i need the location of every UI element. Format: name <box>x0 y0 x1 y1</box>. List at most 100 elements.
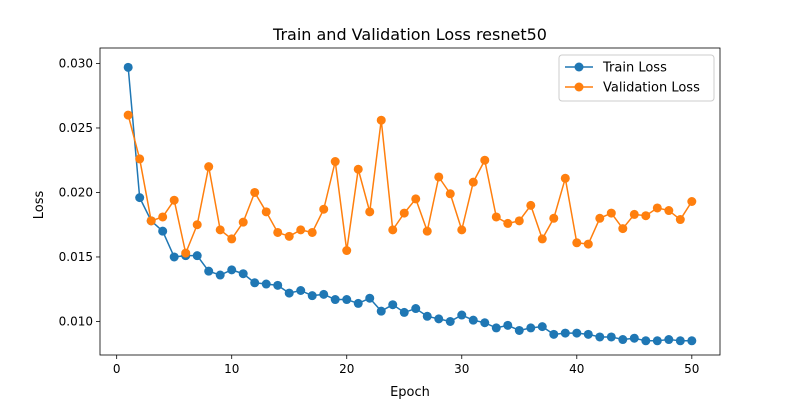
data-point <box>457 225 467 235</box>
data-point <box>238 217 248 227</box>
axes-frame <box>99 47 721 356</box>
data-point <box>284 231 294 241</box>
data-point <box>491 212 501 222</box>
data-point <box>537 234 547 244</box>
data-point <box>583 329 593 339</box>
data-point <box>652 336 662 346</box>
data-point <box>468 177 478 187</box>
data-point <box>307 227 317 237</box>
data-point <box>135 193 145 203</box>
data-point <box>158 226 168 236</box>
data-point <box>250 187 260 197</box>
data-point <box>388 225 398 235</box>
data-point <box>445 316 455 326</box>
data-point <box>641 211 651 221</box>
data-point <box>204 266 214 276</box>
data-point <box>491 323 501 333</box>
data-point <box>675 215 685 225</box>
data-point <box>514 325 524 335</box>
data-point <box>583 239 593 249</box>
data-point <box>652 203 662 213</box>
data-point <box>422 226 432 236</box>
y-tick-label: 0.030 <box>59 56 93 70</box>
series-line-1 <box>127 67 692 342</box>
data-point <box>296 286 306 295</box>
data-point <box>629 209 639 219</box>
x-tick-label: 50 <box>684 362 699 376</box>
data-point <box>422 311 432 321</box>
data-point <box>273 227 283 237</box>
data-point <box>399 208 409 218</box>
data-point <box>606 332 616 342</box>
data-point <box>618 224 628 234</box>
data-point <box>560 173 570 183</box>
data-point <box>687 336 697 346</box>
data-point <box>307 291 317 301</box>
legend-label: Validation Loss <box>603 81 700 96</box>
data-point <box>238 269 248 279</box>
data-point <box>399 307 409 317</box>
data-point <box>353 298 363 308</box>
x-tick-label: 30 <box>454 362 469 376</box>
data-point <box>468 315 478 325</box>
data-point <box>123 62 133 72</box>
data-point <box>273 280 283 290</box>
data-point <box>227 265 237 275</box>
data-point <box>549 213 559 223</box>
data-point <box>123 110 133 120</box>
data-point <box>376 306 386 316</box>
data-point <box>549 329 559 339</box>
data-point <box>480 155 490 165</box>
data-point <box>342 295 352 305</box>
legend-marker <box>574 82 584 92</box>
data-point <box>215 225 225 235</box>
data-point <box>146 216 156 226</box>
data-point <box>434 172 444 182</box>
data-point <box>503 320 513 330</box>
chart-title: Train and Validation Loss resnet50 <box>272 25 547 44</box>
data-point <box>261 279 271 289</box>
legend-marker <box>574 62 584 72</box>
data-point <box>526 323 536 333</box>
x-tick-label: 0 <box>113 362 121 376</box>
data-point <box>687 197 697 206</box>
data-point <box>537 322 547 332</box>
data-point <box>158 212 168 222</box>
data-point <box>376 115 386 125</box>
data-point <box>664 335 674 345</box>
y-axis-label: Loss <box>32 191 47 220</box>
legend-label: Train Loss <box>602 61 667 76</box>
legend: Train Loss Validation Loss <box>558 54 715 102</box>
data-point <box>365 293 375 303</box>
data-point <box>480 318 490 328</box>
data-point <box>284 288 294 298</box>
data-point <box>192 251 202 261</box>
data-point <box>261 207 271 217</box>
data-point <box>411 194 421 204</box>
data-point <box>434 314 444 324</box>
data-point <box>641 336 651 346</box>
data-point <box>526 200 536 210</box>
data-point <box>192 220 202 230</box>
data-point <box>330 295 340 305</box>
data-point <box>606 208 616 218</box>
data-point <box>595 332 605 342</box>
y-tick-label: 0.015 <box>59 250 93 264</box>
data-point <box>618 335 628 345</box>
data-point <box>330 157 340 167</box>
x-axis-label: Epoch <box>390 385 430 400</box>
data-point <box>503 218 513 228</box>
data-point <box>250 278 260 288</box>
data-point <box>514 216 524 226</box>
data-point <box>181 248 191 258</box>
x-tick-label: 40 <box>569 362 584 376</box>
x-tick-label: 20 <box>339 362 354 376</box>
data-point <box>227 234 237 244</box>
data-point <box>629 333 639 343</box>
data-point <box>296 225 306 235</box>
data-point <box>215 270 225 280</box>
data-point <box>457 310 467 320</box>
y-tick-label: 0.010 <box>59 314 93 328</box>
